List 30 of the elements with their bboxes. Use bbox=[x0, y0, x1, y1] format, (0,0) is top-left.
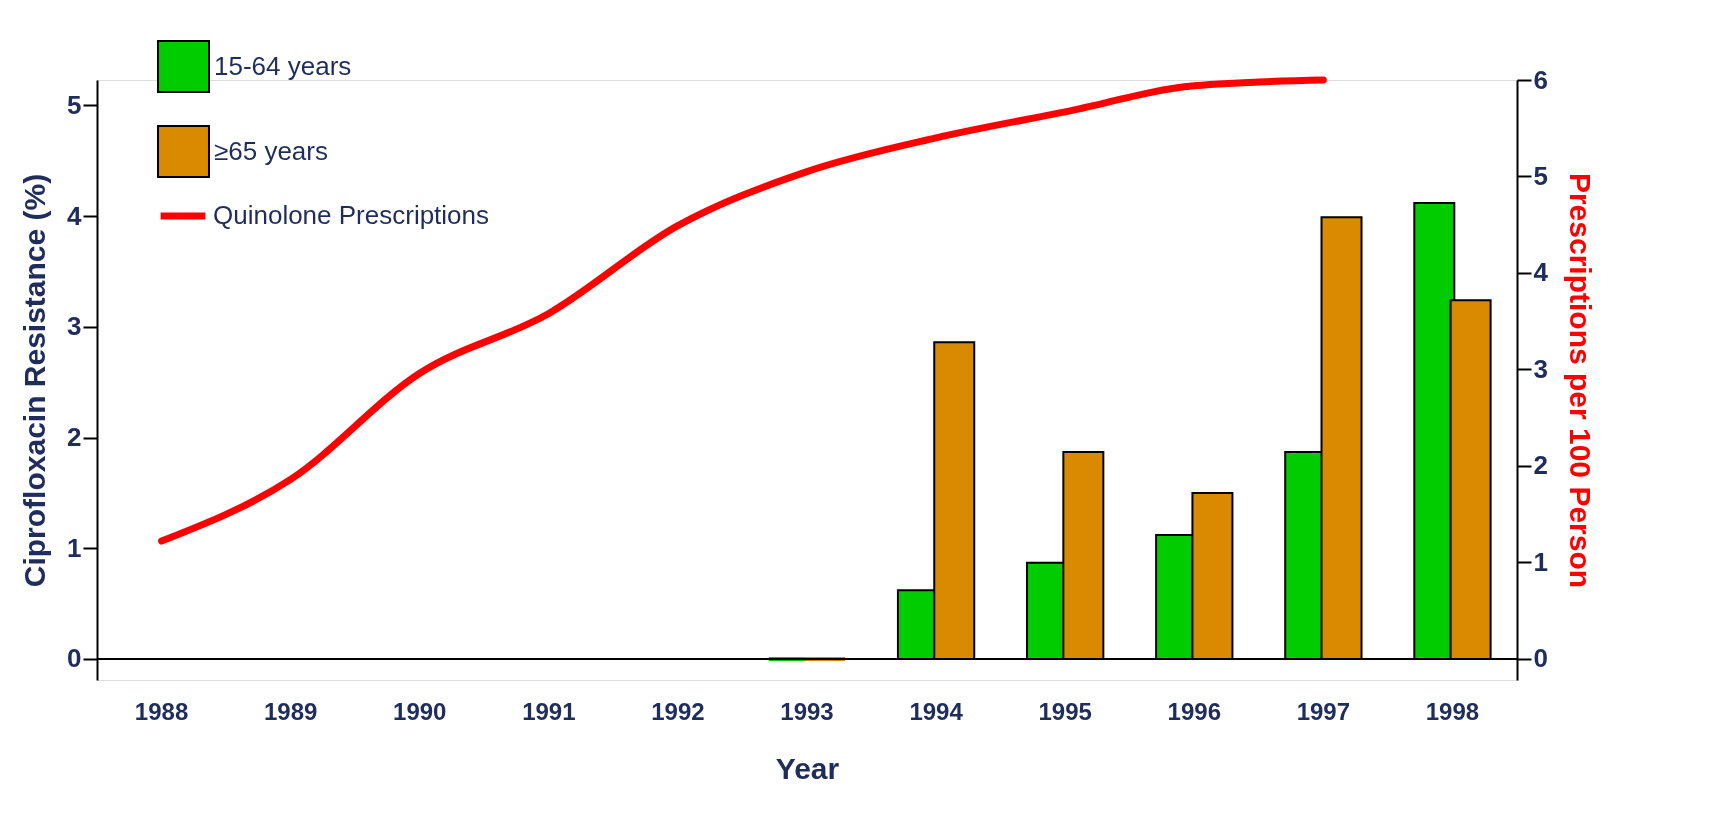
y-axis-title: Ciprofloxacin Resistance (%) bbox=[18, 173, 52, 588]
legend-label: Quinolone Prescriptions bbox=[213, 200, 490, 230]
y2-tick-label: 4 bbox=[1533, 257, 1549, 288]
x-tick-label: 1988 bbox=[134, 697, 189, 725]
y-tick-label: 0 bbox=[67, 643, 82, 674]
x-tick-label: 1992 bbox=[651, 697, 705, 725]
x-tick-label: 1991 bbox=[522, 697, 576, 725]
x-tick-label: 1990 bbox=[393, 697, 447, 725]
y2-tick-label: 2 bbox=[1533, 450, 1548, 481]
y2-tick-label: 0 bbox=[1533, 643, 1548, 674]
y2-tick-label: 3 bbox=[1533, 353, 1548, 384]
y-tick-label: 4 bbox=[67, 200, 83, 231]
y2-tick-label: 6 bbox=[1533, 64, 1548, 95]
y2-tick-label: 5 bbox=[1533, 160, 1548, 191]
x-tick-label: 1996 bbox=[1167, 697, 1221, 725]
x-tick-label: 1993 bbox=[780, 697, 834, 725]
x-tick-label: 1997 bbox=[1296, 697, 1351, 725]
y-tick-label: 3 bbox=[67, 311, 82, 342]
legend-label: 15-64 years bbox=[214, 50, 352, 81]
x-tick-label: 1994 bbox=[909, 697, 964, 725]
y-tick-label: 1 bbox=[67, 532, 82, 563]
x-tick-label: 1995 bbox=[1038, 697, 1092, 725]
y2-tick-label: 1 bbox=[1533, 546, 1548, 577]
legend-label: ≥65 years bbox=[214, 135, 328, 166]
x-tick-label: 1998 bbox=[1425, 697, 1480, 725]
y-tick-label: 5 bbox=[67, 89, 82, 120]
x-axis-title: Year bbox=[775, 751, 840, 785]
y2-axis-title: Prescriptions per 100 Person bbox=[1563, 172, 1597, 589]
y-tick-label: 2 bbox=[67, 422, 82, 453]
x-tick-label: 1989 bbox=[263, 697, 318, 725]
